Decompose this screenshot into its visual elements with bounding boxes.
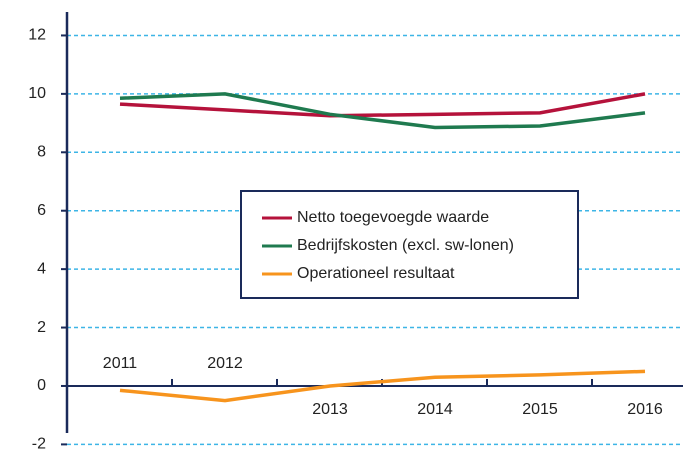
legend-label: Netto toegevoegde waarde	[297, 209, 489, 226]
y-tick-label: -2	[32, 436, 46, 453]
x-tick-label: 2013	[312, 401, 348, 418]
y-tick-label: 0	[37, 377, 46, 394]
x-tick-label: 2014	[417, 401, 453, 418]
legend-box	[240, 190, 579, 299]
x-tick-label: 2015	[522, 401, 558, 418]
line	[119, 369, 646, 403]
legend-label: Bedrijfskosten (excl. sw-lonen)	[297, 237, 514, 254]
y-tick-label: 6	[37, 202, 46, 219]
y-tick-label: 8	[37, 144, 46, 161]
x-tick-label: 2016	[627, 401, 663, 418]
line	[119, 92, 646, 118]
y-tick-label: 12	[28, 27, 46, 44]
y-tick-label: 10	[28, 85, 46, 102]
legend-label: Operationeel resultaat	[297, 265, 455, 282]
x-tick-label: 2012	[207, 355, 243, 372]
x-tick-label: 2011	[103, 355, 138, 372]
line	[119, 92, 646, 130]
y-tick-label: 4	[37, 260, 46, 277]
y-tick-label: 2	[37, 319, 46, 336]
legend: Netto toegevoegde waarde Bedrijfskosten (…	[240, 190, 579, 299]
